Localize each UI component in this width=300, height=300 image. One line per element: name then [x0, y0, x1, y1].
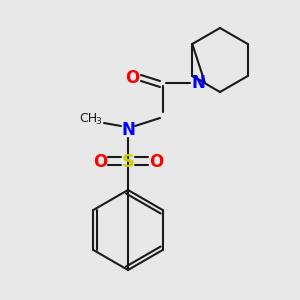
Text: O: O [93, 153, 107, 171]
Text: O: O [125, 69, 139, 87]
Text: N: N [191, 74, 205, 92]
Text: O: O [149, 153, 163, 171]
Text: N: N [121, 121, 135, 139]
Text: 3: 3 [95, 118, 101, 127]
Text: CH: CH [79, 112, 97, 124]
Text: S: S [122, 153, 134, 171]
